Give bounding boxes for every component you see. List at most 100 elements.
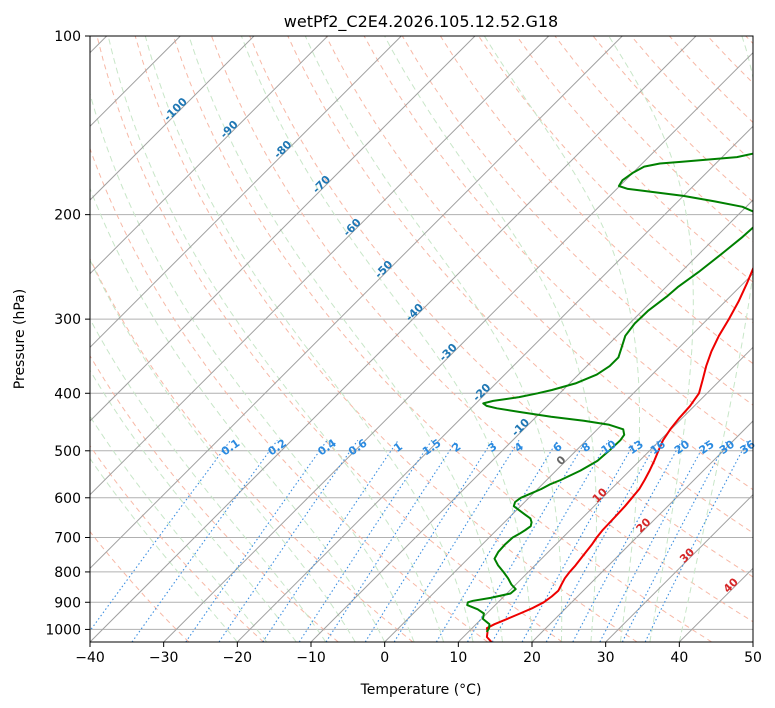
isotherm [605,493,753,642]
isotherm-label: 40 [721,575,741,595]
x-tick-label: −10 [296,650,326,666]
dry-adiabat [516,36,753,283]
mixing-ratio-label: 4 [512,440,526,455]
moist-adiabat [608,36,694,642]
plot-area [90,36,753,642]
x-tick-label: 40 [670,650,688,666]
moist-adiabat [304,36,563,642]
mixing-ratio-label: 8 [579,440,593,455]
y-tick-label: 200 [54,208,81,224]
moist-adiabat [107,36,445,642]
isotherm [310,199,753,642]
mixing-ratio-label: 2 [450,440,464,455]
y-tick-label: 1000 [45,622,81,638]
moist-adiabat [144,36,474,642]
x-axis: −40 −30 −20 −10 0 10 20 30 40 50 [75,642,762,666]
dry-adiabat [439,36,753,365]
mixing-ratio-line [218,439,359,642]
moist-adiabat [384,36,597,642]
isotherm [90,36,402,349]
moist-adiabat [90,369,297,642]
dry-adiabat [478,36,753,324]
dry-adiabat [90,257,414,642]
isotherm [90,36,255,201]
isotherm-label: -90 [218,118,241,141]
dry-adiabat [90,444,264,642]
isotherm [236,125,753,642]
isotherm-label: -80 [271,138,294,161]
moist-adiabat [240,36,533,642]
moist-adiabat [90,258,356,642]
mixing-ratio-line [572,440,683,642]
mixing-ratio-line [131,439,278,642]
x-axis-label: Temperature (°C) [360,682,482,698]
isotherm-label: -50 [372,258,395,281]
isotherm [163,51,753,642]
mixing-ratio-line [325,439,457,642]
y-tick-label: 400 [54,386,81,402]
x-tick-label: 0 [380,650,389,666]
mixing-ratio-label: 1 [391,440,405,455]
y-axis: 100 200 300 400 500 600 700 800 900 1000 [45,29,90,638]
dry-adiabat [172,36,712,642]
isotherm-label: -70 [310,173,333,196]
mixing-ratio-line [90,439,232,632]
dry-adiabat [90,530,190,642]
mixing-ratio-line [393,440,520,642]
mixing-ratio-line [644,440,749,642]
mixing-ratio-label: 3 [486,440,500,455]
moist-adiabat [188,36,503,642]
y-tick-label: 100 [54,29,81,45]
mixing-ratio-label: 0.2 [266,437,289,459]
moist-adiabat [678,36,753,642]
moist-adiabat [90,318,327,642]
mixing-ratio-label: 16 [648,438,668,458]
x-tick-label: 20 [523,650,541,666]
isotherm-label: -20 [470,381,493,404]
isotherm [752,641,753,642]
isotherm-label: -100 [161,95,190,124]
dewpoint-line [466,152,753,633]
y-tick-label: 300 [54,312,81,328]
chart-title: wetPf2_C2E4.2026.105.12.52.G18 [284,12,558,32]
mixing-ratio-line [364,440,493,642]
isotherm [90,36,623,570]
x-tick-label: −40 [75,650,105,666]
dry-adiabat [96,36,563,642]
mixing-ratio-label: 36 [738,437,758,457]
dry-adiabat [401,36,753,406]
dry-adiabat [90,147,488,642]
x-tick-label: 30 [597,650,615,666]
x-tick-label: 50 [744,650,762,666]
mixing-ratio-line [435,440,559,642]
mixing-ratio-line [467,440,587,642]
y-tick-label: 800 [54,565,81,581]
isotherm [384,272,753,642]
isotherm-label: -40 [403,301,426,324]
plot-frame [89,35,754,643]
isotherm-label: -60 [341,216,364,239]
isotherm-label: 20 [634,515,654,535]
moist-adiabat [483,36,640,642]
dry-adiabat [134,36,638,642]
dry-adiabat [249,36,753,578]
background-lines [90,36,753,642]
series-lines [466,152,753,642]
x-tick-label: −20 [223,650,253,666]
y-tick-label: 500 [54,444,81,460]
mixing-ratio-line [298,439,433,642]
isotherm-label: 10 [590,485,610,505]
temperature-line [485,266,753,642]
x-tick-label: 10 [449,650,467,666]
dry-adiabat [211,36,753,623]
y-tick-label: 900 [54,595,81,611]
isotherm [90,36,476,422]
dry-adiabat [90,354,339,642]
y-tick-label: 600 [54,491,81,507]
moist-adiabat [90,457,238,642]
isotherm [457,346,753,642]
mixing-ratio-line [599,440,708,642]
x-tick-label: −30 [149,650,179,666]
mixing-ratio-line [491,440,610,642]
